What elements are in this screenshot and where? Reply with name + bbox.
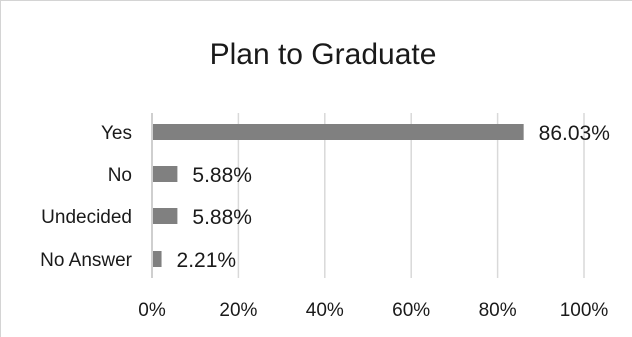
bars: [153, 124, 524, 267]
chart-title: Plan to Graduate: [210, 38, 437, 71]
x-tick-label: 100%: [560, 300, 609, 321]
bar: [153, 124, 524, 140]
data-label: 2.21%: [177, 249, 237, 272]
frame-border-left: [0, 0, 1, 337]
category-label: No Answer: [40, 250, 133, 271]
frame-border-top: [0, 0, 632, 1]
x-tick-label: 0%: [138, 300, 166, 321]
x-tick-label: 60%: [392, 300, 430, 321]
gridlines: [151, 113, 585, 278]
data-label: 5.88%: [192, 206, 252, 229]
x-tick-label: 80%: [479, 300, 517, 321]
category-label: Undecided: [41, 207, 132, 228]
x-tick-label: 40%: [306, 300, 344, 321]
data-label: 5.88%: [192, 164, 252, 187]
labels: 0% 20% 40% 60% 80% 100% Yes 86.03% No 5.88% Undeci…: [40, 122, 610, 321]
bar: [153, 251, 162, 267]
category-label: Yes: [101, 123, 132, 144]
bar: [153, 166, 178, 182]
x-tick-label: 20%: [219, 300, 257, 321]
bar: [153, 208, 178, 224]
data-label: 86.03%: [539, 122, 610, 145]
category-label: No: [108, 165, 132, 186]
